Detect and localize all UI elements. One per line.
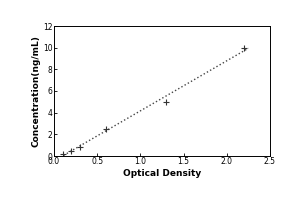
Y-axis label: Concentration(ng/mL): Concentration(ng/mL) bbox=[31, 35, 40, 147]
X-axis label: Optical Density: Optical Density bbox=[123, 169, 201, 178]
